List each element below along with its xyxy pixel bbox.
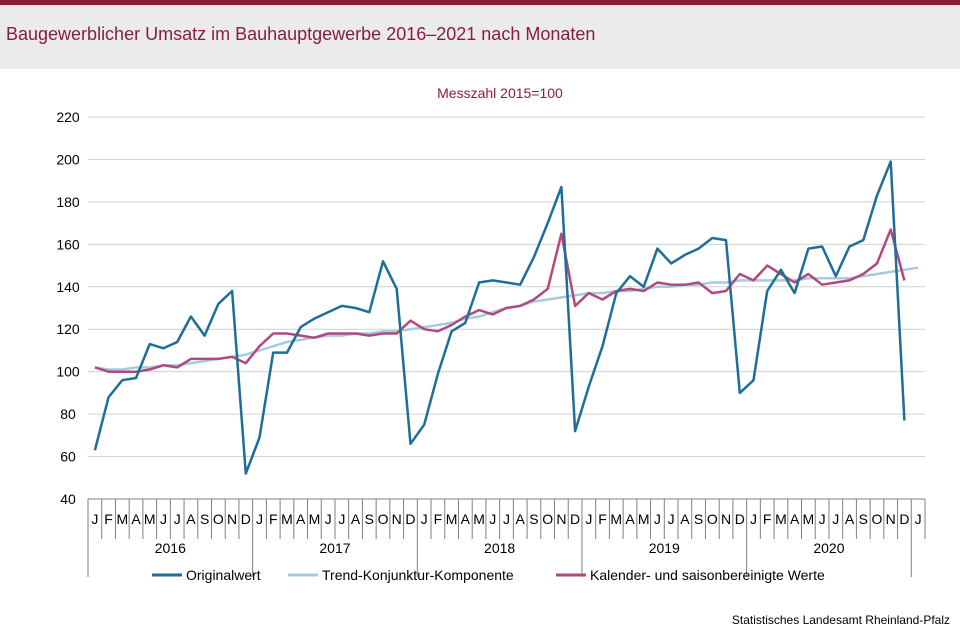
month-label: A [845, 511, 855, 527]
month-label: M [281, 511, 293, 527]
y-tick-label: 160 [56, 236, 80, 252]
month-label: M [638, 511, 650, 527]
month-label: S [200, 511, 209, 527]
month-label: F [434, 511, 443, 527]
month-label: N [886, 511, 896, 527]
month-label: J [832, 511, 839, 527]
month-label: M [144, 511, 156, 527]
month-label: J [819, 511, 826, 527]
month-label: N [556, 511, 566, 527]
chart-title: Baugewerblicher Umsatz im Bauhauptgewerb… [6, 24, 596, 44]
y-tick-label: 200 [56, 151, 80, 167]
month-label: A [680, 511, 690, 527]
month-label: J [338, 511, 345, 527]
month-label: J [489, 511, 496, 527]
series-line-0 [93, 160, 906, 475]
year-label: 2017 [319, 540, 350, 556]
month-label: A [186, 511, 196, 527]
month-label: O [378, 511, 389, 527]
year-label: 2018 [484, 540, 515, 556]
month-label: M [473, 511, 485, 527]
month-label: J [668, 511, 675, 527]
month-label: F [598, 511, 607, 527]
month-label: J [654, 511, 661, 527]
series-lines [93, 160, 919, 475]
y-tick-label: 60 [60, 449, 76, 465]
chart-panel [0, 69, 960, 632]
series-line-2 [94, 228, 906, 373]
gridlines [88, 116, 925, 458]
month-label: S [529, 511, 538, 527]
month-label: J [503, 511, 510, 527]
legend-label: Trend-Konjunktur-Komponente [322, 567, 514, 583]
month-label: S [859, 511, 868, 527]
month-label: J [750, 511, 757, 527]
legend-label: Originalwert [186, 567, 261, 583]
month-label: O [542, 511, 553, 527]
month-label: J [160, 511, 167, 527]
source-note: Statistisches Landesamt Rheinland-Pfalz [731, 613, 950, 627]
month-label: D [570, 511, 580, 527]
month-label: A [516, 511, 526, 527]
month-label: J [915, 511, 922, 527]
y-tick-label: 100 [56, 364, 80, 380]
month-label: M [116, 511, 128, 527]
y-tick-label: 140 [56, 279, 80, 295]
month-label: M [803, 511, 815, 527]
month-label: N [721, 511, 731, 527]
top-accent-bar [0, 0, 960, 5]
month-label: A [131, 511, 141, 527]
month-label: S [365, 511, 374, 527]
y-axis-ticks: 40 60 80 100 120 140 160 180 200 220 [56, 109, 80, 507]
month-label: J [325, 511, 332, 527]
month-label: D [735, 511, 745, 527]
y-tick-label: 220 [56, 109, 80, 125]
chart-subtitle: Messzahl 2015=100 [437, 85, 563, 101]
year-label: 2020 [813, 540, 844, 556]
legend: Originalwert Trend-Konjunktur-Komponente K… [152, 567, 825, 583]
month-label: O [872, 511, 883, 527]
year-label: 2016 [155, 540, 186, 556]
month-label: F [269, 511, 278, 527]
month-label: N [392, 511, 402, 527]
month-label: O [707, 511, 718, 527]
month-label: F [763, 511, 772, 527]
month-label: M [775, 511, 787, 527]
month-label: D [405, 511, 415, 527]
month-label: J [585, 511, 592, 527]
legend-label: Kalender- und saisonbereinigte Werte [590, 567, 825, 583]
y-tick-label: 80 [60, 406, 76, 422]
year-label: 2019 [649, 540, 680, 556]
month-label: A [790, 511, 800, 527]
month-label: J [91, 511, 98, 527]
month-label: D [241, 511, 251, 527]
month-label: M [446, 511, 458, 527]
month-label: O [213, 511, 224, 527]
month-label: A [296, 511, 306, 527]
month-label: N [227, 511, 237, 527]
month-label: J [256, 511, 263, 527]
month-label: J [174, 511, 181, 527]
month-label: M [610, 511, 622, 527]
month-label: M [309, 511, 321, 527]
y-tick-label: 180 [56, 194, 80, 210]
y-tick-label: 120 [56, 321, 80, 337]
month-label: D [899, 511, 909, 527]
month-label: A [461, 511, 471, 527]
month-label: F [104, 511, 113, 527]
month-label: A [625, 511, 635, 527]
month-label: J [421, 511, 428, 527]
y-tick-label: 40 [60, 491, 76, 507]
month-label: S [694, 511, 703, 527]
month-label: A [351, 511, 361, 527]
